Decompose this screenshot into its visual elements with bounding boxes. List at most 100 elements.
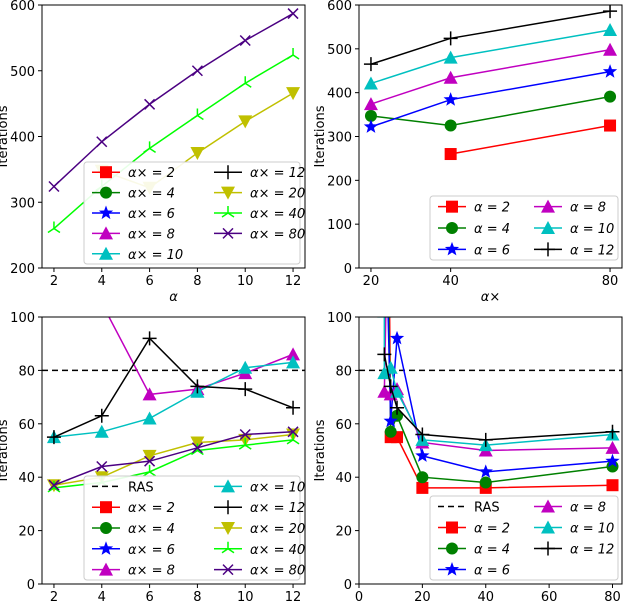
legend-item: α× = 80 — [214, 227, 305, 242]
legend-label: α = 6 — [474, 243, 510, 258]
series-line-red — [450, 124, 611, 155]
plot-frame — [358, 316, 623, 585]
data-point — [143, 464, 157, 477]
y-tick-label: 100 — [10, 311, 35, 326]
legend-item: RAS — [92, 480, 154, 495]
data-point — [239, 34, 251, 47]
data-point — [142, 449, 157, 463]
legend-item: α = 4 — [438, 542, 510, 558]
y-tick-label: 400 — [327, 87, 352, 102]
legend-marker — [100, 501, 112, 514]
legend-item: α× = 20 — [214, 522, 305, 537]
data-point — [142, 411, 157, 425]
legend-frame — [429, 195, 619, 261]
x-tick-label: 80 — [604, 590, 621, 605]
y-tick-label: 100 — [327, 311, 352, 326]
legend-marker — [541, 221, 555, 234]
series-line-black — [53, 337, 294, 438]
y-tick-label: 40 — [335, 471, 352, 486]
x-tick-label: 6 — [145, 274, 153, 289]
legend-marker — [98, 541, 114, 555]
data-point — [479, 476, 492, 489]
legend-label: α = 10 — [570, 222, 614, 237]
data-point — [603, 42, 618, 56]
chart-panel-2: 20 40 80 0 100 200 300 400 500 600 α× Iterations α =… — [313, 0, 623, 305]
legend-label: RAS — [474, 501, 500, 516]
x-tick-label: 8 — [193, 590, 201, 605]
legend-item: RAS — [438, 501, 500, 516]
data-point — [605, 453, 620, 468]
legend-item: α = 8 — [534, 199, 606, 216]
legend-item: α× = 40 — [214, 206, 305, 222]
legend-item: α× = 20 — [214, 186, 305, 202]
legend-item: α = 2 — [438, 521, 510, 537]
legend-item: α = 12 — [534, 242, 614, 258]
data-point — [379, 283, 393, 296]
chart-panel-4: 0 20 40 60 80 0 20 40 60 80 100 α× Iterations RAS α = … — [313, 283, 623, 609]
x-axis-label: α — [169, 290, 178, 305]
series-line-cyan — [383, 317, 613, 446]
series-line-purple — [53, 12, 294, 188]
x-tick-label: 80 — [602, 274, 619, 289]
legend-label: α× = 10 — [250, 480, 305, 495]
data-point — [94, 408, 109, 423]
legend-frame — [83, 161, 301, 265]
legend-marker — [541, 499, 555, 513]
data-point — [286, 432, 300, 445]
data-point — [478, 464, 493, 478]
legend-marker — [541, 199, 555, 213]
legend-marker — [98, 205, 114, 220]
legend-label: α× = 40 — [250, 207, 305, 222]
plot-area — [363, 5, 618, 161]
data-point — [238, 115, 253, 129]
data-point — [377, 347, 392, 362]
series-line-black — [383, 354, 613, 441]
x-tick-label: 6 — [145, 590, 153, 605]
y-axis-label: Iterations — [313, 105, 328, 167]
legend-item: α× = 4 — [92, 522, 175, 537]
data-point — [416, 481, 429, 494]
data-point — [604, 119, 617, 132]
y-tick-label: 500 — [10, 65, 35, 80]
legend-label: α× = 12 — [250, 166, 305, 181]
legend-label: α× = 80 — [250, 564, 305, 579]
data-point — [415, 448, 430, 462]
legend-label: α = 2 — [474, 522, 510, 537]
chart-panel-1: 2 4 6 8 10 12 200 300 400 500 600 α Iterations α× = 2… — [0, 0, 306, 305]
legend-label: α = 8 — [570, 501, 606, 516]
legend-item: α× = 40 — [214, 541, 305, 558]
legend-marker — [444, 241, 460, 256]
data-point — [443, 92, 458, 106]
y-tick-label: 300 — [327, 131, 352, 146]
data-point — [603, 5, 618, 19]
y-tick-label: 20 — [335, 525, 352, 540]
legend-label: α× = 2 — [128, 501, 175, 516]
data-point — [478, 432, 493, 447]
data-point — [383, 284, 395, 296]
legend-item: α× = 6 — [92, 541, 175, 558]
data-point — [444, 148, 457, 161]
legend-marker — [100, 166, 112, 179]
x-tick-label: 2 — [50, 274, 58, 289]
x-tick-label: 40 — [477, 590, 494, 605]
legend-marker — [541, 520, 555, 534]
legend-marker — [99, 562, 113, 576]
legend-label: α = 2 — [474, 201, 510, 216]
plot-frame — [41, 316, 306, 585]
data-point — [191, 442, 203, 454]
legend-item: α× = 6 — [92, 205, 175, 222]
data-point — [190, 436, 205, 450]
plot-area — [359, 283, 622, 494]
legend-marker — [221, 522, 235, 535]
data-point — [605, 424, 620, 439]
legend-marker — [221, 479, 235, 493]
data-point — [390, 400, 405, 415]
legend-label: α× = 12 — [250, 501, 305, 516]
y-tick-label: 100 — [327, 218, 352, 233]
legend-label: RAS — [128, 480, 154, 495]
legend-label: α× = 6 — [128, 543, 175, 558]
series-line-purple — [53, 431, 294, 486]
legend-label: α = 12 — [570, 243, 614, 258]
x-tick-label: 40 — [442, 274, 459, 289]
